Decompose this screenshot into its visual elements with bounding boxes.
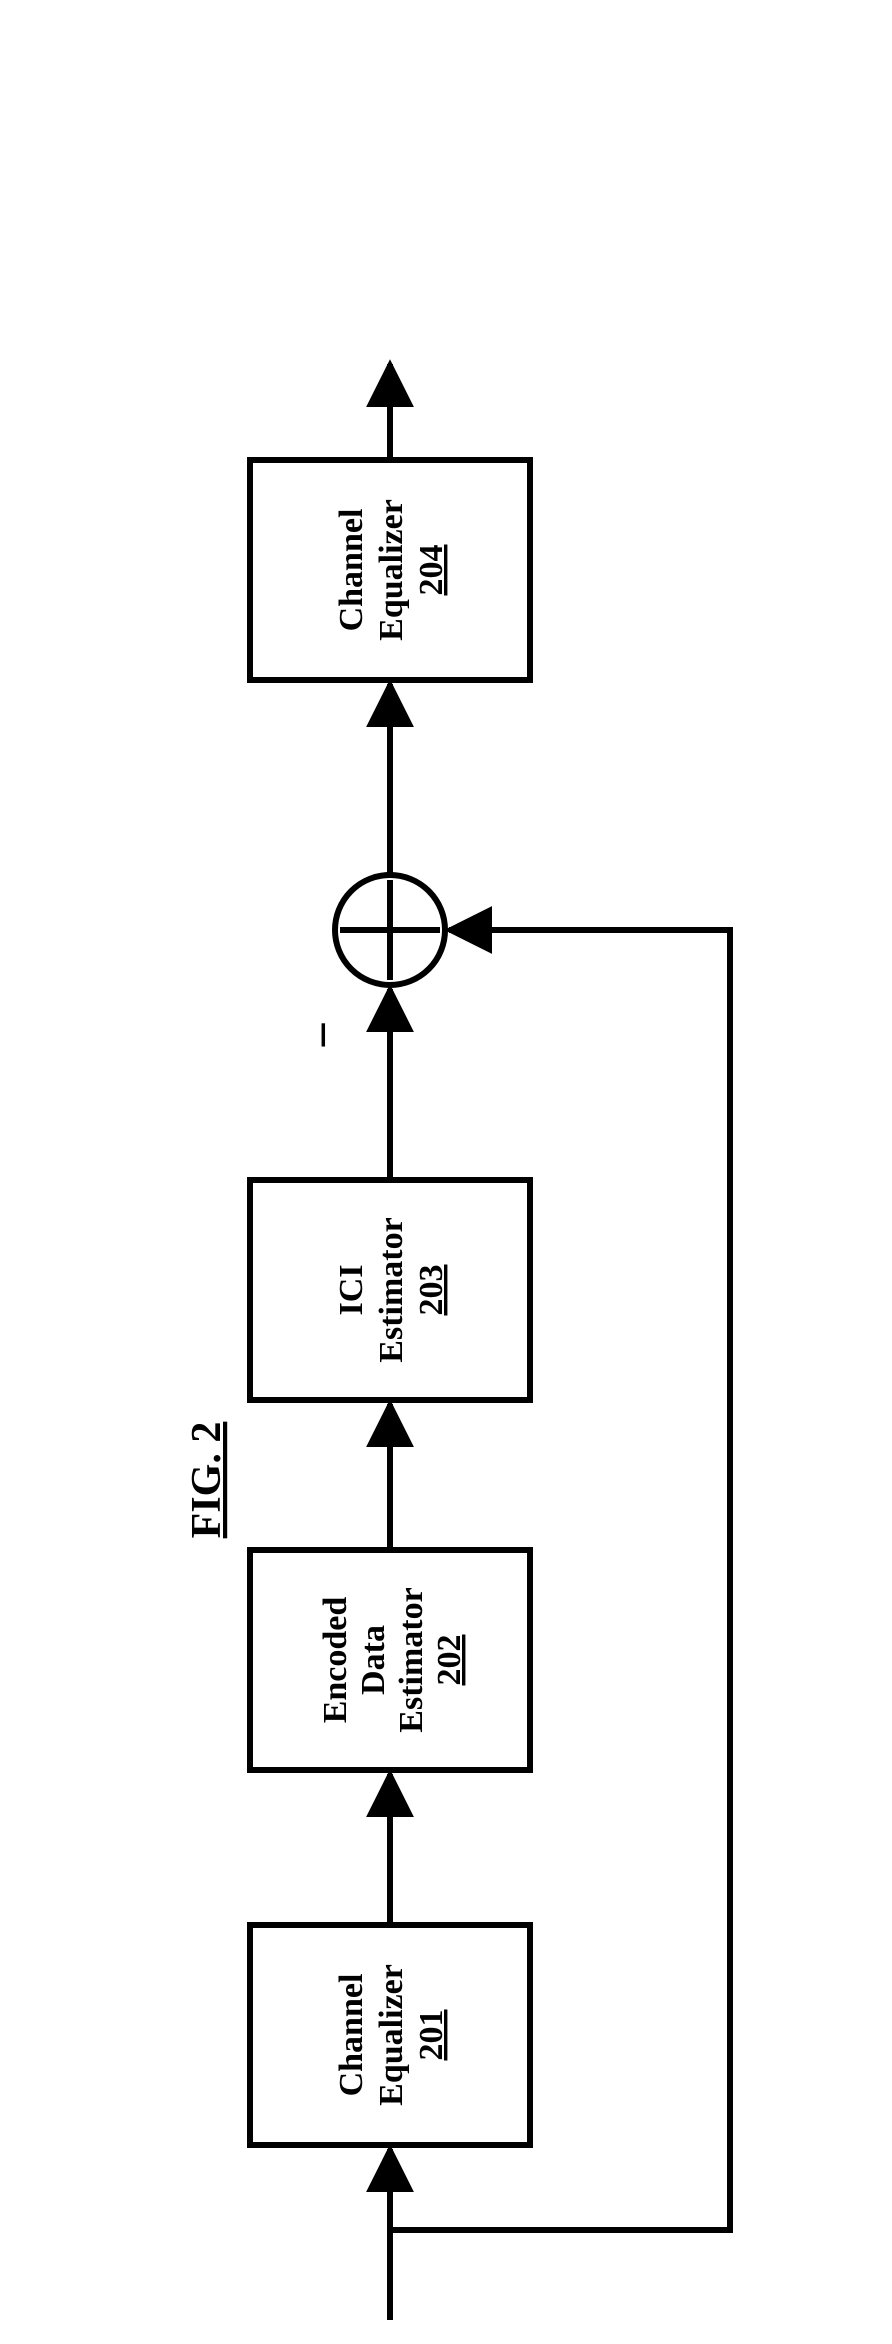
block-id: 201 (413, 2010, 450, 2061)
minus-sign-group: − (295, 1021, 351, 1050)
block-label-line3: Estimator (393, 1587, 430, 1732)
block-label-line1: Channel (333, 509, 370, 632)
figure-title-group: FIG. 2 (184, 1422, 230, 1539)
figure-title: FIG. 2 (184, 1422, 230, 1539)
block-label-line1: ICI (333, 1264, 370, 1315)
block-ici-estimator-203: ICI Estimator 203 (250, 1180, 530, 1400)
block-label-line2: Data (355, 1625, 392, 1695)
block-label-line2: Equalizer (373, 1964, 410, 2106)
block-label-line2: Equalizer (373, 499, 410, 641)
block-label-line2: Estimator (373, 1217, 410, 1362)
summing-junction (335, 875, 445, 985)
block-channel-equalizer-201: Channel Equalizer 201 (250, 1925, 530, 2145)
minus-sign: − (295, 1021, 351, 1050)
block-channel-equalizer-204: Channel Equalizer 204 (250, 460, 530, 680)
block-id: 204 (413, 545, 450, 596)
block-id: 202 (431, 1635, 468, 1686)
block-id: 203 (413, 1265, 450, 1316)
figure-page: FIG. 2 − Channel Equalizer 201 Encoded (0, 0, 892, 2344)
diagram-svg: FIG. 2 − Channel Equalizer 201 Encoded (0, 0, 892, 2344)
block-encoded-data-estimator-202: Encoded Data Estimator 202 (250, 1550, 530, 1770)
block-label-line1: Encoded (317, 1597, 354, 1724)
block-label-line1: Channel (333, 1974, 370, 2097)
